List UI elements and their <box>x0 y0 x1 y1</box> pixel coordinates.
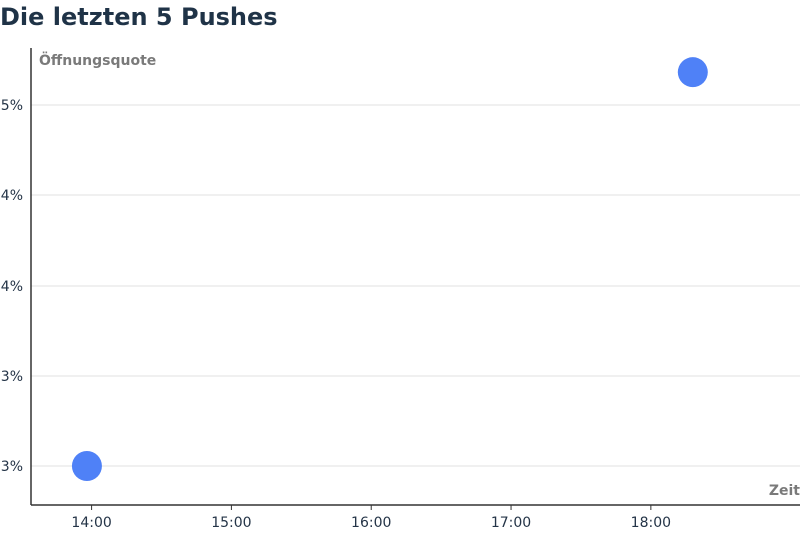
y-tick-label: 4% <box>1 279 23 295</box>
x-axis-title: Zeit <box>769 483 800 499</box>
y-tick-label: 4% <box>1 188 23 204</box>
y-tick-label: 3% <box>1 369 23 385</box>
data-points <box>71 57 708 481</box>
y-axis-title: Öffnungsquote <box>39 51 156 69</box>
y-tick-label: 5% <box>1 98 23 114</box>
x-tick-label: 17:00 <box>491 515 531 531</box>
x-tick-label: 14:00 <box>71 515 111 531</box>
y-tick-label: 3% <box>1 459 23 475</box>
grid-lines <box>31 104 800 467</box>
x-tick-label: 16:00 <box>351 515 391 531</box>
data-point <box>677 57 708 88</box>
chart-title: Die letzten 5 Pushes <box>0 3 278 31</box>
x-tick-label: 15:00 <box>211 515 251 531</box>
x-axis-ticks: 14:00 15:00 16:00 17:00 18:00 <box>71 505 671 531</box>
data-point <box>71 451 102 481</box>
x-tick-label: 18:00 <box>631 515 671 531</box>
y-axis-ticks: 5% 4% 4% 3% 3% <box>1 98 23 475</box>
